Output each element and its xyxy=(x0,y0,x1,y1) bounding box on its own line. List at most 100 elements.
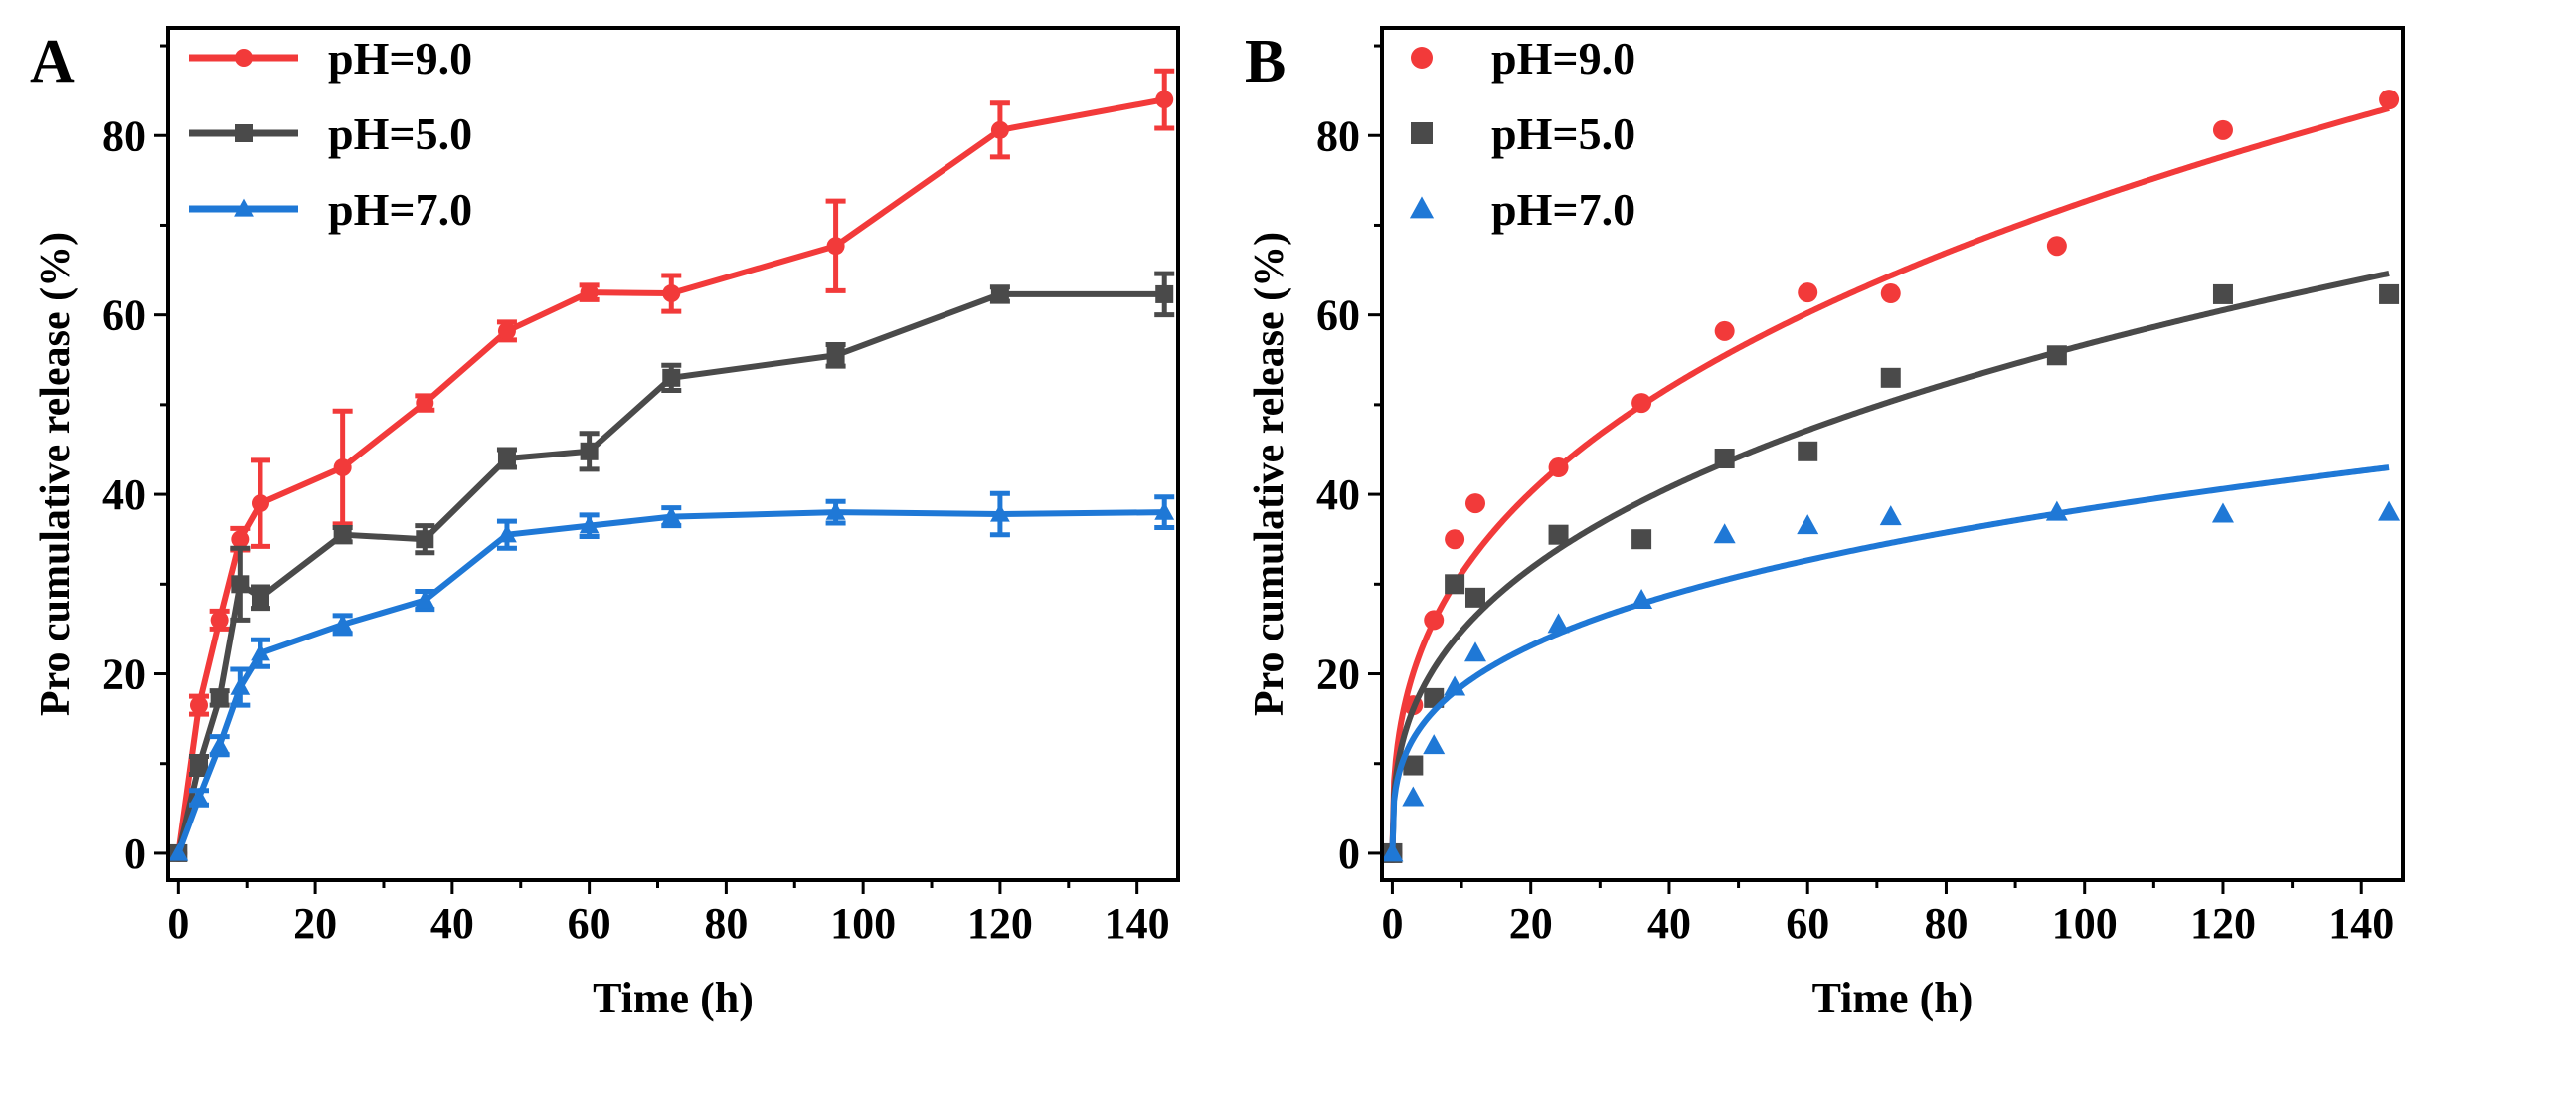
data-point xyxy=(2212,283,2233,304)
y-tick-label: 80 xyxy=(102,111,146,160)
data-point xyxy=(1714,449,1735,469)
x-tick-label: 60 xyxy=(1786,899,1829,948)
data-point xyxy=(209,735,230,754)
data-point xyxy=(990,120,1009,139)
panel-a: A 0 20 40 60 80 100 120 140 0 20 40 60 80 Time (h) Pro … xyxy=(30,26,1180,1022)
data-point xyxy=(990,503,1010,522)
data-point xyxy=(1798,441,1818,461)
data-point xyxy=(231,575,250,594)
panel-b: B 0 20 40 60 80 100 120 140 0 20 40 60 80 Time (h) Pro … xyxy=(1245,26,2405,1022)
data-point xyxy=(1464,493,1485,514)
legend-label: pH=5.0 xyxy=(1491,108,1635,159)
data-point xyxy=(1464,587,1485,608)
data-point xyxy=(1424,610,1445,631)
data-point xyxy=(230,676,251,695)
x-tick-label: 40 xyxy=(1647,899,1691,948)
x-tick-label: 80 xyxy=(1924,899,1968,948)
x-tick-label: 120 xyxy=(2190,899,2256,948)
data-point xyxy=(662,284,681,303)
data-point xyxy=(1445,529,1465,550)
data-point xyxy=(1463,641,1486,662)
y-tick-label: 40 xyxy=(102,470,146,519)
data-point xyxy=(189,696,208,715)
data-point xyxy=(579,515,600,534)
fit-curve xyxy=(1389,464,2390,854)
data-point xyxy=(1444,675,1466,696)
data-point xyxy=(231,530,250,549)
data-point xyxy=(210,688,229,707)
data-point xyxy=(2379,90,2400,110)
data-point xyxy=(1403,755,1424,776)
y-tick-label: 80 xyxy=(1316,111,1360,160)
data-point xyxy=(1880,283,1901,304)
data-point xyxy=(1631,529,1652,550)
x-tick-label: 0 xyxy=(1381,899,1403,948)
x-tick-label: 40 xyxy=(430,899,474,948)
fit-curve xyxy=(1389,270,2390,854)
data-point xyxy=(2045,500,2068,521)
data-point xyxy=(168,842,189,861)
data-point xyxy=(826,346,845,365)
y-tick-label: 0 xyxy=(1338,829,1360,878)
x-tick-label: 140 xyxy=(1105,899,1170,948)
data-point xyxy=(825,501,846,520)
data-point xyxy=(1548,524,1569,545)
legend-label: pH=7.0 xyxy=(1491,184,1635,235)
data-point xyxy=(1713,523,1736,544)
series-pH=9.0: pH=9.0 xyxy=(169,33,1175,862)
data-point xyxy=(580,442,599,460)
x-tick-label: 120 xyxy=(967,899,1033,948)
data-point xyxy=(1547,613,1570,634)
data-point xyxy=(1155,284,1174,303)
data-point xyxy=(662,368,681,387)
y-axis-label: Pro cumulative release (%) xyxy=(1247,232,1292,716)
y-tick-label: 60 xyxy=(102,291,146,340)
data-point xyxy=(497,524,517,543)
y-tick-label: 60 xyxy=(1316,291,1360,340)
y-axis-label: Pro cumulative release (%) xyxy=(33,232,79,716)
data-point xyxy=(580,283,599,302)
data-point xyxy=(1548,457,1569,478)
data-point xyxy=(416,394,434,413)
data-point xyxy=(333,458,352,477)
legend-marker xyxy=(235,49,253,67)
series-line xyxy=(175,96,1165,854)
series-line xyxy=(175,509,1165,854)
x-tick-label: 100 xyxy=(2052,899,2118,948)
data-point xyxy=(1381,841,1404,862)
y-tick-label: 40 xyxy=(1316,470,1360,519)
legend-label: pH=7.0 xyxy=(328,184,472,235)
x-tick-label: 60 xyxy=(568,899,611,948)
data-point xyxy=(1879,505,1902,526)
data-point xyxy=(1402,786,1425,807)
y-tick-label: 20 xyxy=(102,650,146,699)
legend-marker xyxy=(1411,122,1433,144)
series-pH=7.0: pH=7.0 xyxy=(1381,184,2401,862)
data-point xyxy=(661,506,682,525)
legend-label: pH=5.0 xyxy=(328,108,472,159)
data-point xyxy=(1797,514,1819,535)
data-point xyxy=(1154,501,1175,520)
x-tick-label: 20 xyxy=(1509,899,1553,948)
legend-marker xyxy=(234,198,254,217)
series-pH=9.0: pH=9.0 xyxy=(1382,33,2400,863)
data-point xyxy=(416,530,434,549)
x-tick-label: 80 xyxy=(704,899,748,948)
data-point xyxy=(210,611,229,630)
x-tick-label: 0 xyxy=(167,899,189,948)
x-tick-label: 100 xyxy=(830,899,896,948)
data-point xyxy=(2212,119,2233,140)
data-point xyxy=(1631,393,1652,414)
data-point xyxy=(189,787,209,806)
legend-label: pH=9.0 xyxy=(1491,33,1635,84)
legend-marker xyxy=(1409,196,1435,219)
legend-label: pH=9.0 xyxy=(328,33,472,84)
data-point xyxy=(2046,236,2067,257)
data-point xyxy=(251,588,269,607)
y-tick-label: 20 xyxy=(1316,650,1360,699)
data-point xyxy=(1880,367,1901,388)
legend-marker xyxy=(235,124,253,142)
data-point xyxy=(2046,345,2067,366)
data-point xyxy=(1798,282,1818,303)
